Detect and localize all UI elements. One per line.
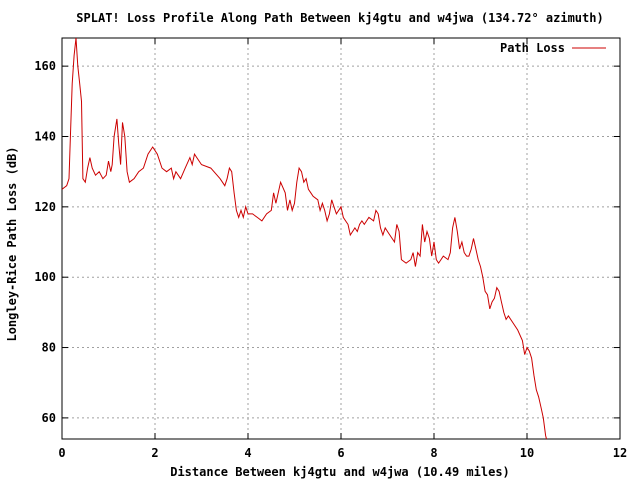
x-tick-label: 4	[244, 446, 251, 460]
x-tick-label: 10	[520, 446, 534, 460]
y-tick-label: 80	[42, 341, 56, 355]
y-axis-label: Longley-Rice Path Loss (dB)	[5, 146, 19, 341]
y-tick-label: 120	[34, 200, 56, 214]
axis-ticks: 0 2 4 6 8 10 12 60 80 100 120 140 160	[34, 38, 627, 460]
y-tick-label: 100	[34, 270, 56, 284]
legend-label-path-loss: Path Loss	[500, 41, 565, 55]
chart-title: SPLAT! Loss Profile Along Path Between k…	[76, 11, 603, 25]
x-tick-label: 6	[337, 446, 344, 460]
series-line-path-loss	[61, 37, 547, 440]
x-tick-label: 0	[58, 446, 65, 460]
y-tick-label: 140	[34, 129, 56, 143]
legend: Path Loss	[500, 41, 606, 55]
x-tick-label: 2	[151, 446, 158, 460]
y-tick-label: 160	[34, 59, 56, 73]
x-axis-label: Distance Between kj4gtu and w4jwa (10.49…	[170, 465, 510, 479]
series-layer	[61, 37, 547, 440]
y-tick-label: 60	[42, 411, 56, 425]
grid	[62, 38, 620, 439]
x-tick-label: 8	[430, 446, 437, 460]
x-tick-label: 12	[613, 446, 627, 460]
